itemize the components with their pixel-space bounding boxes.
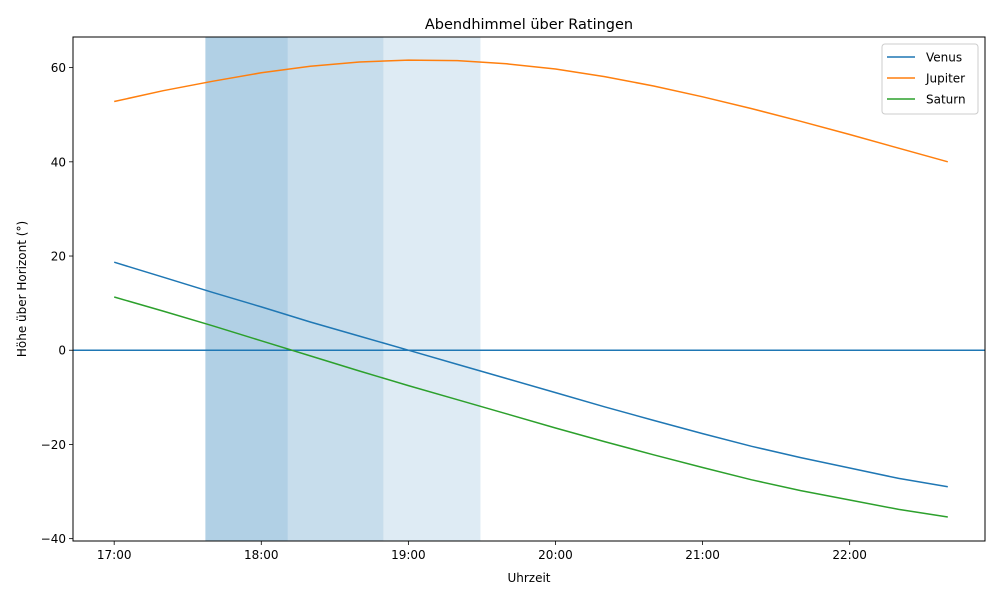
plot-frame — [72, 36, 986, 542]
x-tick-label: 20:00 — [538, 548, 573, 562]
y-axis-label: Höhe über Horizont (°) — [15, 221, 29, 357]
twilight-band-1 — [287, 37, 384, 541]
y-tick-label: 20 — [51, 250, 66, 264]
y-tick-label: −20 — [41, 438, 66, 452]
twilight-band-0 — [205, 37, 288, 541]
series-line-saturn — [113, 296, 948, 518]
legend-label-jupiter: Jupiter — [925, 72, 965, 86]
series-line-jupiter — [114, 59, 949, 163]
y-axis-ticks: 60 40 20 0 −20 −40 — [41, 61, 73, 546]
twilight-bands — [205, 37, 481, 541]
x-tick-label: 18:00 — [244, 548, 279, 562]
x-axis-label: Uhrzeit — [507, 571, 550, 585]
x-tick-label: 21:00 — [685, 548, 720, 562]
twilight-band-2 — [383, 37, 481, 541]
series-line-venus — [113, 261, 948, 488]
legend: Venus Jupiter Saturn — [881, 43, 979, 115]
series-lines — [113, 59, 949, 518]
chart-title: Abendhimmel über Ratingen — [425, 17, 633, 33]
x-tick-label: 22:00 — [832, 548, 867, 562]
x-axis-ticks: 17:00 18:00 19:00 20:00 21:00 22:00 — [97, 541, 867, 562]
y-tick-label: 0 — [58, 344, 66, 358]
legend-label-saturn: Saturn — [926, 93, 966, 107]
legend-label-venus: Venus — [926, 51, 962, 65]
x-tick-label: 19:00 — [391, 548, 426, 562]
y-tick-label: −40 — [41, 532, 66, 546]
legend-box — [881, 43, 979, 115]
y-tick-label: 60 — [51, 61, 66, 75]
x-tick-label: 17:00 — [97, 548, 132, 562]
y-tick-label: 40 — [51, 155, 66, 169]
